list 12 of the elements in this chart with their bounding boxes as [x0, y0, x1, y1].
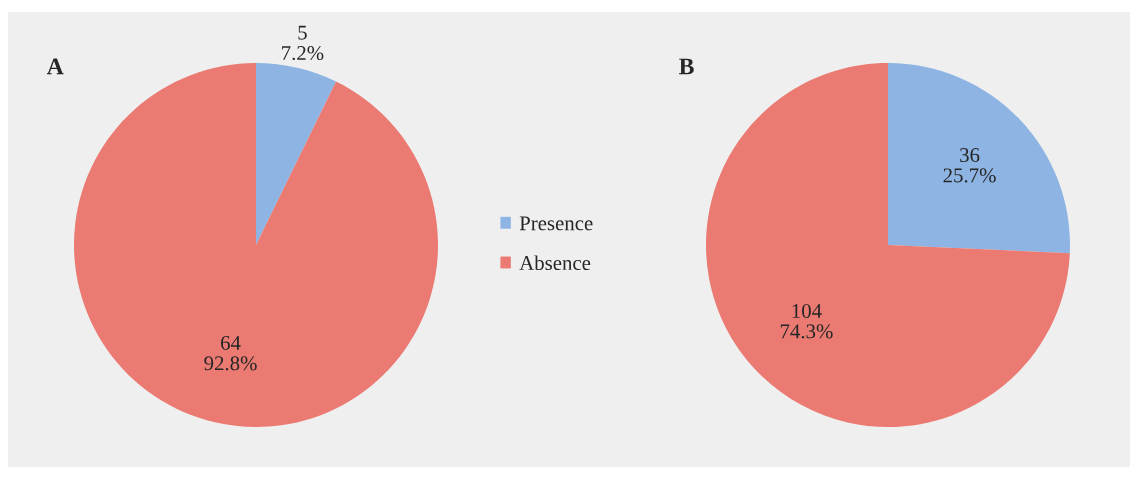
text: A	[46, 58, 64, 75]
pie-slice	[706, 63, 1070, 427]
data-label: 64 92.8%	[204, 335, 257, 371]
data-label: 104 74.3%	[780, 303, 833, 339]
data-label: 5 7.2%	[282, 25, 324, 61]
chart-title: B	[679, 58, 694, 75]
legend-label: Absence	[519, 255, 591, 271]
legend-label: Presence	[519, 216, 593, 231]
pie-slice	[256, 63, 337, 245]
data-label: 36 25.7%	[943, 148, 996, 183]
pie-slice	[888, 63, 1070, 254]
pie-slice	[74, 63, 438, 427]
